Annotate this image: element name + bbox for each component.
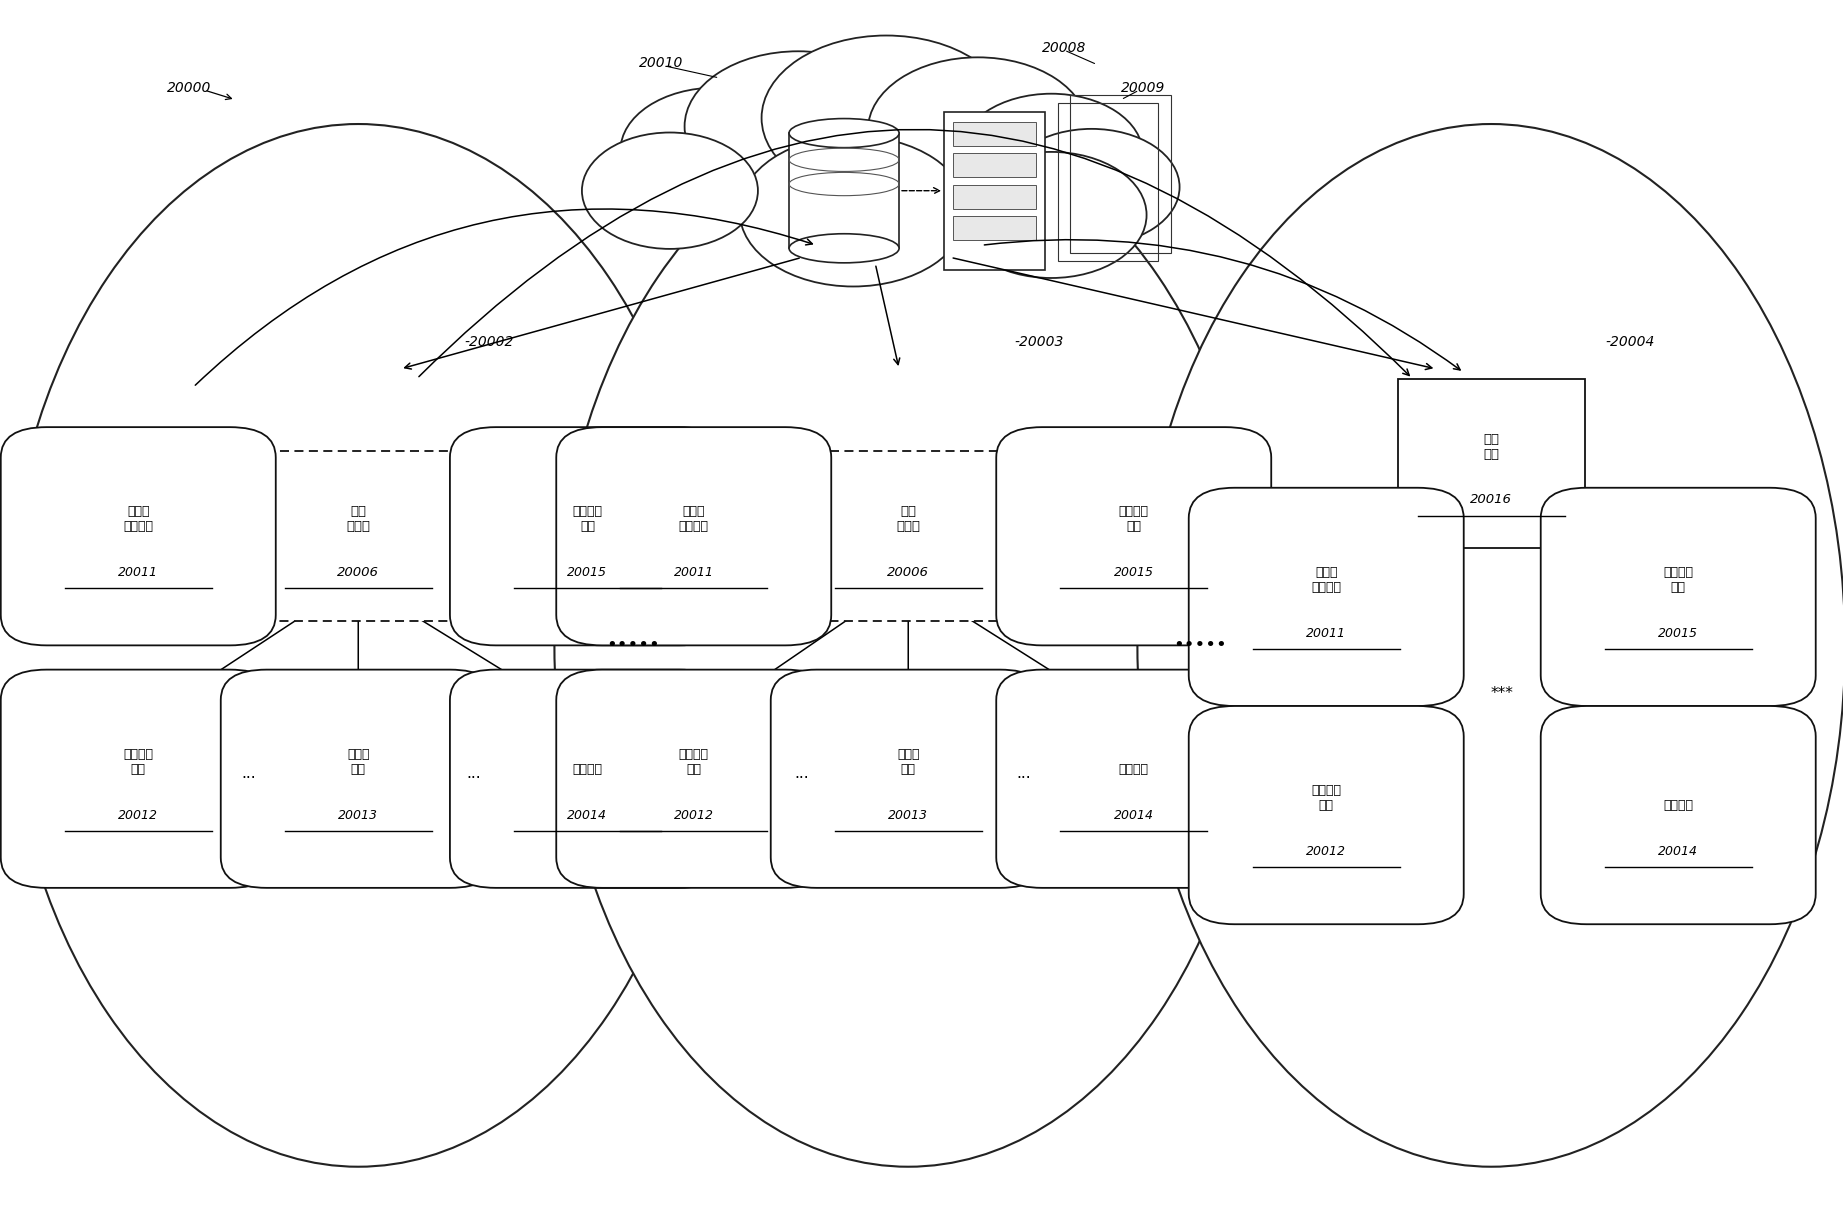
Text: 机器人
系统: 机器人 系统 — [347, 748, 369, 776]
Ellipse shape — [788, 234, 899, 263]
Text: 20015: 20015 — [567, 566, 607, 579]
FancyBboxPatch shape — [450, 670, 725, 888]
Text: 环境感测
系统: 环境感测 系统 — [1119, 505, 1148, 533]
FancyBboxPatch shape — [450, 428, 725, 646]
Text: 环境感测
系统: 环境感测 系统 — [1663, 566, 1693, 594]
Text: 20006: 20006 — [338, 566, 378, 579]
Text: 20012: 20012 — [118, 809, 159, 822]
Circle shape — [956, 152, 1146, 278]
Circle shape — [960, 94, 1143, 214]
FancyBboxPatch shape — [1541, 706, 1816, 924]
Text: 20014: 20014 — [1658, 845, 1698, 857]
FancyBboxPatch shape — [1189, 487, 1464, 706]
FancyBboxPatch shape — [997, 670, 1272, 888]
Text: 20013: 20013 — [888, 809, 929, 822]
FancyBboxPatch shape — [772, 670, 1045, 888]
Text: 20012: 20012 — [1307, 845, 1346, 857]
Circle shape — [762, 35, 1012, 201]
FancyBboxPatch shape — [556, 428, 831, 646]
FancyBboxPatch shape — [997, 428, 1272, 646]
Text: 20009: 20009 — [1121, 80, 1165, 95]
Text: 20014: 20014 — [1113, 809, 1154, 822]
Text: 20015: 20015 — [1658, 627, 1698, 639]
Circle shape — [581, 133, 759, 248]
Bar — [953, 185, 1036, 209]
Bar — [953, 216, 1036, 240]
Text: 20010: 20010 — [639, 56, 683, 71]
Text: 20016: 20016 — [1469, 493, 1512, 507]
Text: 环境感测
系统: 环境感测 系统 — [572, 505, 602, 533]
Text: 20000: 20000 — [168, 80, 212, 95]
Circle shape — [620, 88, 810, 213]
Circle shape — [1004, 129, 1180, 245]
Ellipse shape — [4, 124, 713, 1167]
Text: 可穿戴
感测系统: 可穿戴 感测系统 — [124, 505, 153, 533]
Text: 机器人
系统: 机器人 系统 — [897, 748, 919, 776]
Text: ···: ··· — [242, 771, 255, 787]
Text: ···: ··· — [467, 771, 482, 787]
Text: 人机界面
系统: 人机界面 系统 — [679, 748, 709, 776]
Bar — [1071, 95, 1172, 252]
Text: -20003: -20003 — [1015, 335, 1063, 350]
FancyBboxPatch shape — [814, 452, 1002, 621]
Text: 20008: 20008 — [1041, 40, 1085, 55]
FancyBboxPatch shape — [0, 428, 275, 646]
Text: 人机界面
系统: 人机界面 系统 — [1311, 784, 1342, 812]
Text: 智能器械: 智能器械 — [1119, 762, 1148, 776]
Text: 智能器械: 智能器械 — [1663, 799, 1693, 812]
FancyBboxPatch shape — [1189, 706, 1464, 924]
Text: ···: ··· — [1017, 771, 1032, 787]
Text: 20013: 20013 — [338, 809, 378, 822]
Bar — [788, 133, 899, 248]
Text: •••••: ••••• — [1172, 636, 1226, 654]
Text: 人机界面
系统: 人机界面 系统 — [124, 748, 153, 776]
Text: ···: ··· — [794, 771, 809, 787]
Text: 20006: 20006 — [888, 566, 929, 579]
Text: -20004: -20004 — [1604, 335, 1654, 350]
Text: 智能器械: 智能器械 — [572, 762, 602, 776]
FancyBboxPatch shape — [0, 670, 275, 888]
Text: 计算
装置: 计算 装置 — [1482, 432, 1499, 460]
Text: 20011: 20011 — [1307, 627, 1346, 639]
Bar — [1058, 104, 1159, 261]
Circle shape — [685, 51, 912, 202]
FancyBboxPatch shape — [222, 670, 497, 888]
Text: 外科
集线器: 外科 集线器 — [897, 505, 921, 533]
Bar — [943, 112, 1045, 269]
Ellipse shape — [1137, 124, 1844, 1167]
Bar — [953, 122, 1036, 146]
Circle shape — [740, 136, 967, 286]
FancyBboxPatch shape — [556, 670, 831, 888]
Text: 20012: 20012 — [674, 809, 714, 822]
FancyBboxPatch shape — [1397, 379, 1584, 548]
FancyBboxPatch shape — [1541, 487, 1816, 706]
Circle shape — [868, 57, 1087, 203]
Text: 20014: 20014 — [567, 809, 607, 822]
FancyBboxPatch shape — [264, 452, 452, 621]
Text: 可穿戴
感测系统: 可穿戴 感测系统 — [1311, 566, 1342, 594]
Ellipse shape — [554, 124, 1263, 1167]
Text: ***: *** — [1492, 687, 1514, 702]
Text: •••••: ••••• — [605, 636, 661, 654]
Bar — [953, 153, 1036, 178]
Ellipse shape — [788, 118, 899, 147]
Text: 20011: 20011 — [674, 566, 714, 579]
Text: -20002: -20002 — [465, 335, 513, 350]
Text: 20011: 20011 — [118, 566, 159, 579]
Text: 外科
集线器: 外科 集线器 — [347, 505, 371, 533]
Text: 20015: 20015 — [1113, 566, 1154, 579]
Text: 可穿戴
感测系统: 可穿戴 感测系统 — [679, 505, 709, 533]
